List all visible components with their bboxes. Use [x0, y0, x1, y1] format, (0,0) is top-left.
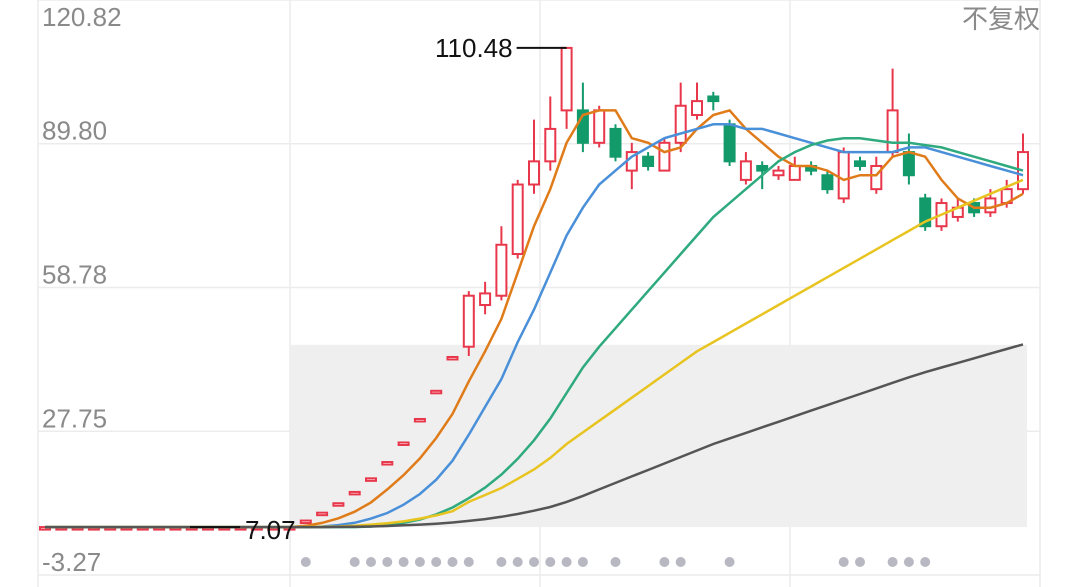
candle-body — [365, 477, 377, 482]
candle-body — [528, 160, 540, 186]
y-tick-label: 27.75 — [42, 403, 107, 433]
shade — [290, 344, 1027, 528]
candle-body — [381, 461, 394, 466]
candle-body — [674, 104, 687, 144]
event-dot — [529, 557, 539, 567]
mode-label: 不复权 — [962, 4, 1040, 34]
candle-body — [691, 100, 703, 117]
y-tick-label: 120.82 — [42, 2, 122, 32]
event-dot — [398, 557, 409, 567]
y-tick-label: 89.80 — [42, 116, 107, 146]
event-dot — [545, 557, 556, 567]
candle-body — [772, 169, 785, 177]
y-tick-label: -3.27 — [42, 547, 101, 577]
candle-body — [609, 127, 622, 158]
min-label: 7.07 — [245, 515, 296, 545]
event-dot — [887, 557, 898, 567]
event-dot — [577, 557, 588, 567]
event-dot — [349, 557, 360, 567]
candle-body — [1017, 151, 1029, 191]
candle-body — [756, 164, 769, 172]
candle-body — [984, 197, 997, 214]
candle-body — [658, 141, 671, 172]
candle-body — [430, 389, 443, 395]
event-dot — [366, 557, 376, 567]
event-dot — [512, 557, 523, 567]
event-dot — [855, 557, 865, 567]
event-dot — [675, 557, 686, 567]
event-dot — [610, 557, 621, 567]
candle-body — [902, 151, 915, 177]
candle-body — [479, 292, 492, 306]
candle-body — [870, 164, 883, 191]
event-dot — [920, 557, 931, 567]
candle-body — [348, 490, 361, 496]
candle-body — [560, 46, 573, 112]
event-dot — [838, 557, 849, 567]
max-label: 110.48 — [435, 33, 513, 63]
event-dot — [561, 557, 572, 567]
candle-body — [316, 511, 329, 517]
event-dot — [496, 557, 507, 567]
candle-body — [854, 160, 866, 167]
event-dot — [724, 557, 735, 567]
y-tick-label: 58.78 — [42, 259, 107, 289]
candle-body — [723, 123, 736, 163]
candle-body — [495, 243, 508, 297]
candle-body — [739, 160, 752, 181]
candle-body — [837, 151, 850, 200]
candle-body — [642, 155, 655, 167]
candle-body — [413, 417, 426, 423]
candle-body — [397, 441, 410, 446]
candle-body — [544, 127, 557, 163]
candle-body — [576, 109, 589, 144]
candle-body — [299, 519, 312, 525]
candle-body — [511, 183, 524, 256]
candle-body — [821, 174, 834, 191]
candle-body — [332, 502, 345, 507]
event-dot — [903, 557, 914, 567]
event-dot — [431, 557, 442, 567]
candle-body — [446, 355, 459, 361]
candle-body — [788, 164, 801, 181]
candle-body — [707, 95, 720, 103]
candle-body — [919, 197, 932, 228]
candle-body — [593, 109, 606, 144]
event-dot — [300, 557, 311, 567]
candle-body — [886, 109, 899, 154]
candle-body — [462, 294, 475, 348]
event-dot — [414, 557, 425, 567]
event-dot — [447, 557, 458, 567]
event-dot — [382, 557, 393, 567]
event-dot — [463, 557, 474, 567]
event-dot — [659, 557, 670, 567]
